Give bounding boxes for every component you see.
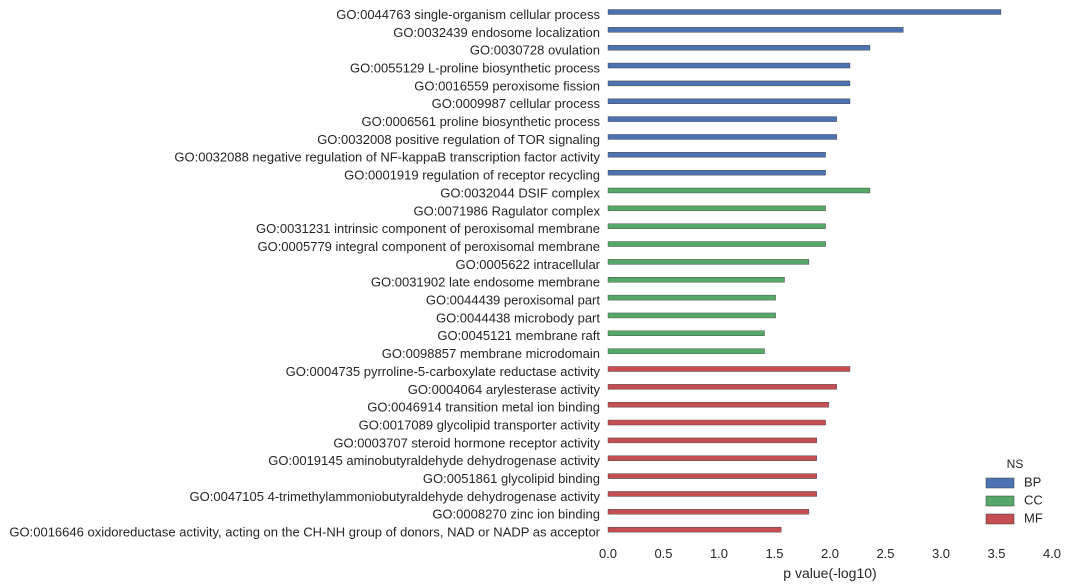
category-label: GO:0004735 pyrroline-5-carboxylate reduc…: [286, 364, 601, 379]
x-tick-label: 2.5: [876, 546, 894, 561]
bar-mf: [607, 473, 817, 479]
x-tick-label: 3.0: [932, 546, 950, 561]
legend-label-mf: MF: [1024, 510, 1043, 525]
x-tick-label: 0.5: [654, 546, 672, 561]
category-label: GO:0044763 single-organism cellular proc…: [336, 7, 600, 22]
bar-bp: [607, 152, 826, 158]
category-label: GO:0047105 4-trimethylammoniobutyraldehy…: [190, 489, 601, 504]
legend-swatch-cc: [985, 495, 1015, 507]
category-label: GO:0001919 regulation of receptor recycl…: [344, 168, 600, 183]
category-label: GO:0031231 intrinsic component of peroxi…: [256, 221, 600, 236]
category-label: GO:0071986 Ragulator complex: [414, 203, 601, 218]
category-label: GO:0004064 arylesterase activity: [408, 382, 601, 397]
category-label: GO:0032008 positive regulation of TOR si…: [317, 132, 600, 147]
category-label: GO:0032439 endosome localization: [393, 25, 600, 40]
category-label: GO:0044439 peroxisomal part: [426, 293, 601, 308]
x-tick-label: 1.5: [765, 546, 783, 561]
category-label: GO:0031902 late endosome membrane: [371, 275, 600, 290]
category-label: GO:0098857 membrane microdomain: [382, 346, 600, 361]
category-label: GO:0006561 proline biosynthetic process: [362, 114, 601, 129]
bar-cc: [607, 330, 765, 336]
legend-label-cc: CC: [1024, 492, 1043, 507]
category-label: GO:0017089 glycolipid transporter activi…: [359, 417, 601, 432]
bar-cc: [607, 348, 765, 354]
legend: NS BP CC MF: [985, 457, 1043, 525]
bar-cc: [607, 259, 810, 265]
bar-bp: [607, 80, 851, 87]
legend-swatch-bp: [985, 477, 1015, 489]
x-tick-label: 4.0: [1043, 546, 1061, 561]
bar-bp: [607, 27, 904, 33]
x-axis-title: p value(-log10): [783, 565, 876, 581]
bar-mf: [607, 366, 851, 372]
bars-group: [607, 9, 1002, 533]
category-label: GO:0005622 intracellular: [455, 257, 600, 272]
bar-cc: [607, 277, 785, 283]
bar-mf: [607, 491, 817, 497]
bar-bp: [607, 98, 851, 104]
x-tick-labels-group: 0.0 0.5 1.0 1.5 2.0 2.5 3.0 3.5 4.0: [599, 546, 1061, 561]
category-label: GO:0016646 oxidoreductase activity, acti…: [9, 525, 600, 540]
x-tick-label: 2.0: [821, 546, 839, 561]
category-label: GO:0016559 peroxisome fission: [414, 78, 600, 93]
category-label: GO:0030728 ovulation: [470, 43, 600, 58]
category-label: GO:0009987 cellular process: [432, 96, 601, 111]
legend-label-bp: BP: [1024, 474, 1041, 489]
bar-bp: [607, 169, 826, 176]
x-tick-label: 0.0: [599, 546, 617, 561]
bar-bp: [607, 134, 837, 140]
bar-bp: [607, 116, 837, 122]
category-labels-group: GO:0044763 single-organism cellular proc…: [9, 7, 600, 540]
category-label: GO:0051861 glycolipid binding: [423, 471, 600, 486]
legend-swatch-mf: [985, 513, 1015, 525]
x-tick-label: 1.0: [710, 546, 728, 561]
category-label: GO:0019145 aminobutyraldehyde dehydrogen…: [268, 453, 600, 468]
bar-cc: [607, 205, 826, 212]
bar-cc: [607, 294, 776, 301]
bar-mf: [607, 402, 830, 408]
bar-mf: [607, 509, 810, 515]
category-label: GO:0008270 zinc ion binding: [432, 507, 600, 522]
category-label: GO:0046914 transition metal ion binding: [367, 400, 600, 415]
bar-bp: [607, 62, 851, 69]
bar-cc: [607, 187, 871, 194]
bar-mf: [607, 526, 782, 533]
category-label: GO:0005779 integral component of peroxis…: [257, 239, 600, 254]
x-tick-label: 3.5: [987, 546, 1005, 561]
bar-mf: [607, 384, 837, 390]
bar-mf: [607, 455, 817, 461]
category-label: GO:0044438 microbody part: [436, 310, 600, 325]
bar-bp: [607, 9, 1002, 15]
category-label: GO:0045121 membrane raft: [437, 328, 600, 343]
bar-cc: [607, 241, 826, 247]
bar-mf: [607, 419, 826, 426]
bar-cc: [607, 312, 776, 319]
category-label: GO:0032088 negative regulation of NF-kap…: [174, 150, 600, 165]
category-label: GO:0003707 steroid hormone receptor acti…: [333, 435, 600, 450]
category-label: GO:0032044 DSIF complex: [440, 185, 600, 200]
legend-title: NS: [1007, 457, 1024, 471]
bar-mf: [607, 437, 817, 444]
bar-bp: [607, 45, 871, 51]
category-label: GO:0055129 L-proline biosynthetic proces…: [350, 60, 601, 75]
bar-cc: [607, 223, 826, 229]
